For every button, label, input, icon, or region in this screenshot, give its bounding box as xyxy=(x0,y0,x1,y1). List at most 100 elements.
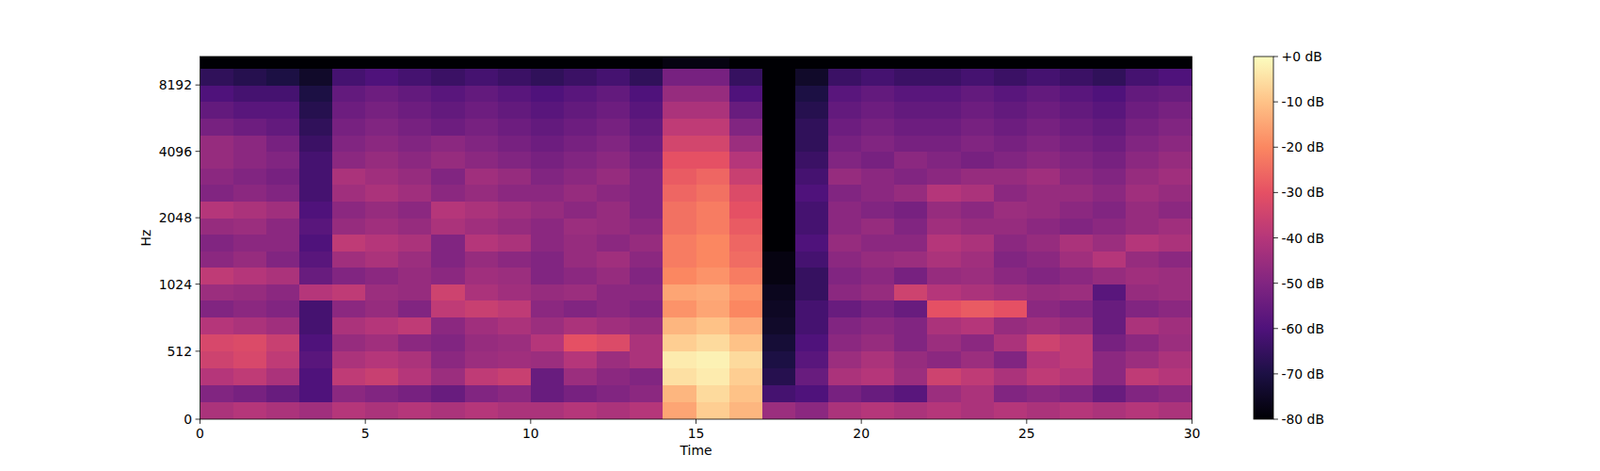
cell xyxy=(762,117,797,135)
cell xyxy=(398,151,432,169)
colorbar-tick xyxy=(1273,327,1279,329)
cell xyxy=(464,68,499,86)
cell xyxy=(1059,300,1094,319)
x-tick xyxy=(861,418,863,424)
colorbar-tick xyxy=(1273,146,1279,148)
cell xyxy=(894,384,928,403)
cell xyxy=(993,184,1028,202)
cell xyxy=(629,151,664,169)
cell xyxy=(762,267,797,285)
cell xyxy=(266,234,301,252)
cell xyxy=(233,117,268,135)
cell xyxy=(530,334,565,352)
cell xyxy=(266,184,301,202)
cell xyxy=(200,184,235,202)
cell xyxy=(596,334,631,352)
cell xyxy=(365,184,400,202)
cell xyxy=(1092,234,1127,252)
cell xyxy=(1125,217,1160,235)
cell xyxy=(861,368,896,386)
cell xyxy=(530,167,565,185)
cell xyxy=(629,234,664,252)
colorbar-tick xyxy=(1273,237,1279,239)
cell xyxy=(662,284,697,302)
cell xyxy=(993,201,1028,219)
cell xyxy=(1059,56,1094,69)
cell xyxy=(927,334,961,352)
cell xyxy=(233,334,268,352)
cell xyxy=(696,284,731,302)
cell xyxy=(1125,201,1160,219)
cell xyxy=(828,84,863,102)
cell xyxy=(861,401,896,419)
cell xyxy=(662,351,697,369)
cell xyxy=(266,351,301,369)
cell xyxy=(894,151,928,169)
cell xyxy=(1125,68,1160,86)
cell xyxy=(266,300,301,319)
cell xyxy=(497,267,532,285)
y-tick xyxy=(195,418,201,420)
cell xyxy=(729,167,764,185)
cell xyxy=(398,250,432,268)
cell xyxy=(1092,300,1127,319)
cell xyxy=(1092,267,1127,285)
cell xyxy=(861,167,896,185)
cell xyxy=(233,368,268,386)
cell xyxy=(596,68,631,86)
cell xyxy=(696,300,731,319)
cell xyxy=(861,267,896,285)
cell xyxy=(563,134,598,152)
cell xyxy=(795,117,830,135)
cell xyxy=(1059,250,1094,268)
cell xyxy=(464,117,499,135)
cell xyxy=(629,284,664,302)
cell xyxy=(266,217,301,235)
cell xyxy=(530,217,565,235)
cell xyxy=(365,68,400,86)
cell xyxy=(1026,351,1061,369)
cell xyxy=(266,101,301,119)
cell xyxy=(299,401,334,419)
x-tick xyxy=(695,418,697,424)
cell xyxy=(332,167,367,185)
cell xyxy=(266,317,301,336)
cell xyxy=(563,234,598,252)
cell xyxy=(1059,68,1094,86)
cell xyxy=(828,334,863,352)
cell xyxy=(365,334,400,352)
cell xyxy=(464,151,499,169)
cell xyxy=(1092,284,1127,302)
cell xyxy=(1059,351,1094,369)
cell xyxy=(200,334,235,352)
cell xyxy=(795,56,830,69)
cell xyxy=(662,167,697,185)
cell xyxy=(1026,384,1061,403)
cell xyxy=(1158,201,1192,219)
cell xyxy=(266,401,301,419)
cell xyxy=(365,84,400,102)
cell xyxy=(497,151,532,169)
cell xyxy=(464,284,499,302)
cell xyxy=(431,368,465,386)
cell xyxy=(299,250,334,268)
cell xyxy=(1026,101,1061,119)
cell xyxy=(530,384,565,403)
cell xyxy=(662,317,697,336)
cell xyxy=(431,101,465,119)
cell xyxy=(332,56,367,69)
cell xyxy=(861,68,896,86)
cell xyxy=(894,217,928,235)
cell xyxy=(266,167,301,185)
cell xyxy=(927,368,961,386)
cell xyxy=(200,84,235,102)
cell xyxy=(729,250,764,268)
cell xyxy=(596,317,631,336)
cell xyxy=(398,351,432,369)
cell xyxy=(365,201,400,219)
cell xyxy=(696,217,731,235)
cell xyxy=(927,284,961,302)
cell xyxy=(1158,401,1192,419)
cell xyxy=(1158,101,1192,119)
cell xyxy=(762,351,797,369)
